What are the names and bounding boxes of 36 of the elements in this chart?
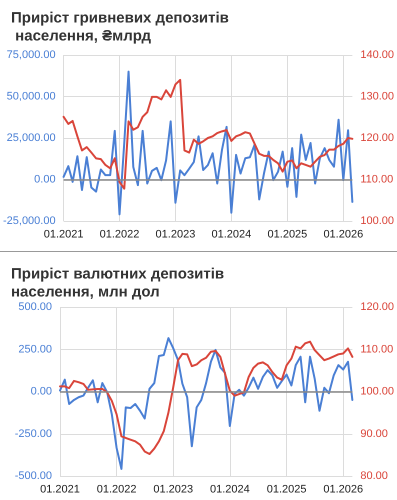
y2-tick-label: 100.00 xyxy=(360,215,394,227)
y-tick-label: 500.00 xyxy=(18,301,52,313)
x-tick-label: 01.2023 xyxy=(156,228,196,240)
chart-title: Приріст валютних депозитів населення, млн дол xyxy=(11,266,228,300)
y2-tick-label: 100.00 xyxy=(360,386,394,398)
y-tick-label: -25,000.00 xyxy=(2,215,56,227)
x-tick-label: 01.2021 xyxy=(44,228,84,240)
x-tick-label: 01.2022 xyxy=(100,228,140,240)
x-tick-label: 01.2022 xyxy=(96,484,136,496)
y2-tick-label: 130.00 xyxy=(360,90,394,102)
x-tick-label: 01.2025 xyxy=(268,228,308,240)
y2-tick-label: 90.00 xyxy=(360,428,388,440)
x-tick-label: 01.2025 xyxy=(266,484,306,496)
x-tick-label: 01.2024 xyxy=(210,484,250,496)
x-tick-label: 01.2021 xyxy=(40,484,80,496)
chart-title: Приріст гривневих депозитів населення, ₴млрд xyxy=(11,10,229,44)
y2-tick-label: 140.00 xyxy=(360,49,394,61)
y2-tick-label: 80.00 xyxy=(360,470,388,482)
x-tick-label: 01.2023 xyxy=(153,484,194,496)
y-tick-label: 0.00 xyxy=(30,386,52,398)
y-tick-label: 250.00 xyxy=(18,343,52,356)
y-tick-label: 25,000.00 xyxy=(6,132,56,144)
y2-tick-label: 120.00 xyxy=(360,132,394,144)
y-tick-label: 0.00 xyxy=(34,174,56,186)
y2-tick-label: 120.00 xyxy=(360,301,394,313)
line-series xyxy=(62,78,354,190)
x-tick-label: 01.2026 xyxy=(323,228,364,240)
y-tick-label: -250.00 xyxy=(14,428,52,440)
y-tick-label: 50,000.00 xyxy=(6,90,56,102)
y2-tick-label: 110.00 xyxy=(360,343,394,356)
line-series xyxy=(62,70,354,216)
y-tick-label: -500.00 xyxy=(14,470,52,482)
y2-tick-label: 110.00 xyxy=(360,174,394,186)
y-tick-label: 75,000.00 xyxy=(6,49,56,61)
x-tick-label: 01.2024 xyxy=(211,228,252,240)
x-tick-label: 01.2026 xyxy=(323,484,364,496)
